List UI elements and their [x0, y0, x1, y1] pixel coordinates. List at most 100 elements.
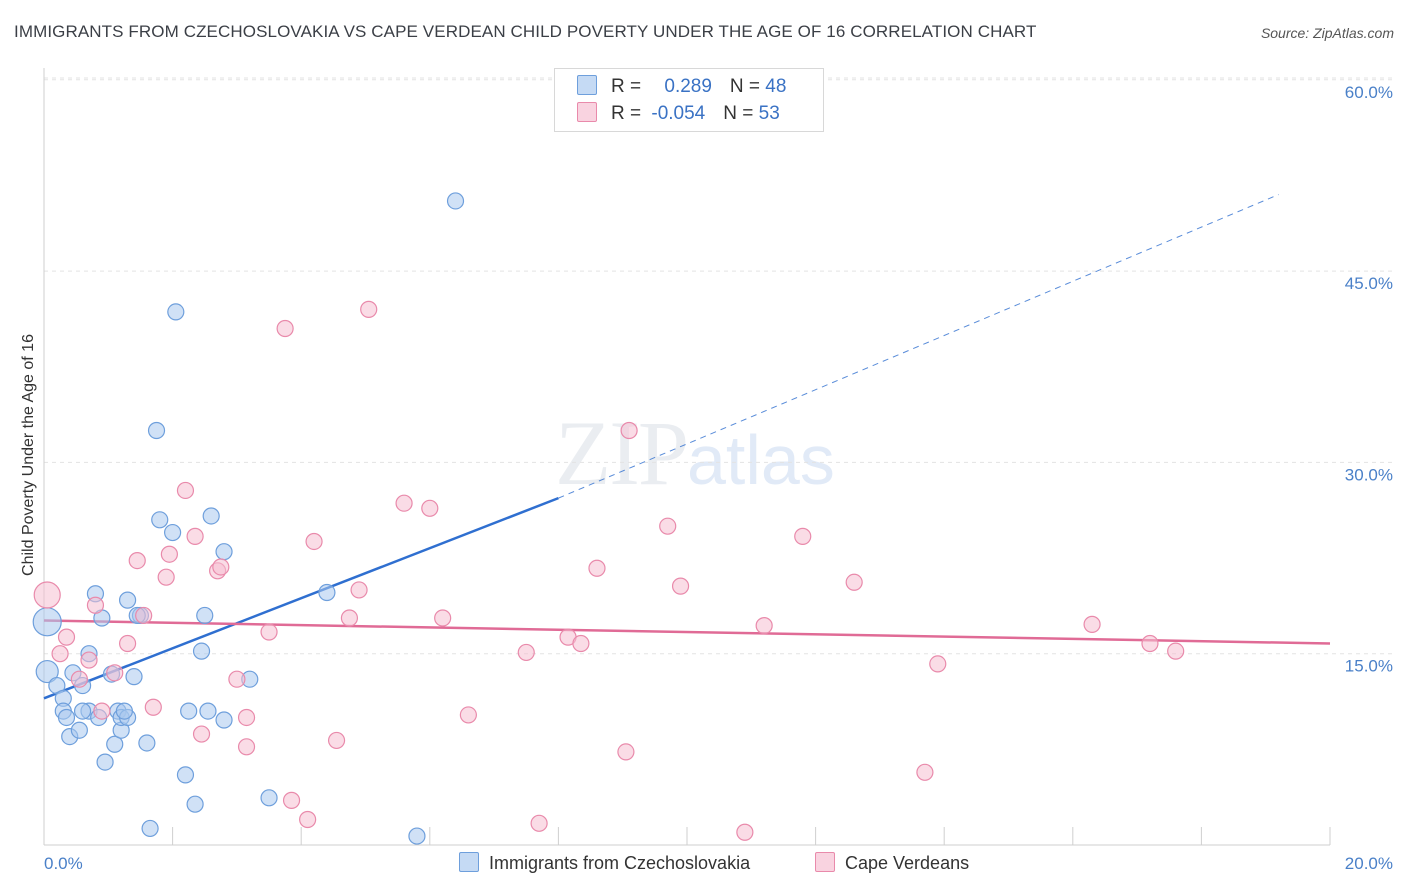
legend-swatch-pink	[815, 852, 835, 872]
point-cape-verdean	[340, 609, 359, 627]
point-cape-verdean	[86, 596, 105, 614]
point-cape-verdean	[106, 664, 124, 682]
point-czechoslovakia	[106, 735, 124, 753]
trend-line-cape-verdean	[43, 619, 1331, 645]
legend-n-label: N =	[729, 76, 766, 97]
point-cape-verdean	[327, 731, 346, 750]
point-cape-verdean	[845, 573, 863, 591]
point-czechoslovakia	[196, 606, 214, 625]
point-cape-verdean	[620, 421, 638, 440]
y-tick-label: 60.0%	[1345, 83, 1393, 102]
point-czechoslovakia	[125, 668, 143, 686]
point-cape-verdean	[617, 743, 635, 761]
y-tick-label: 30.0%	[1345, 465, 1393, 484]
point-cape-verdean	[1167, 642, 1185, 660]
point-cape-verdean	[1083, 615, 1101, 633]
point-cape-verdean	[736, 823, 754, 841]
legend-swatch-pink	[577, 102, 597, 122]
point-cape-verdean	[305, 532, 323, 551]
point-cape-verdean	[212, 558, 230, 576]
legend-series-name: Immigrants from Czechoslovakia	[489, 853, 751, 873]
point-czechoslovakia	[35, 659, 59, 684]
point-czechoslovakia	[202, 507, 220, 525]
legend-item-czechoslovakia: Immigrants from Czechoslovakia	[459, 852, 750, 874]
point-czechoslovakia	[167, 303, 185, 321]
point-cape-verdean	[118, 634, 137, 653]
point-cape-verdean	[260, 623, 278, 641]
point-cape-verdean	[51, 645, 69, 663]
point-cape-verdean	[1141, 634, 1159, 653]
point-czechoslovakia	[118, 591, 137, 609]
point-cape-verdean	[160, 545, 178, 563]
point-czechoslovakia	[32, 607, 62, 637]
point-czechoslovakia	[199, 702, 217, 720]
point-cape-verdean	[588, 559, 606, 577]
point-cape-verdean	[794, 527, 812, 545]
point-cape-verdean	[57, 628, 76, 646]
point-czechoslovakia	[96, 753, 114, 771]
correlation-legend: R = 0.289 N = 48 R = -0.054 N = 53	[554, 68, 824, 132]
y-tick-label: 45.0%	[1345, 274, 1393, 293]
x-tick-label: 0.0%	[44, 854, 83, 873]
point-cape-verdean	[93, 702, 111, 720]
point-cape-verdean	[157, 568, 175, 586]
point-czechoslovakia	[151, 511, 169, 529]
point-cape-verdean	[755, 617, 773, 635]
point-czechoslovakia	[215, 543, 233, 561]
point-cape-verdean	[228, 670, 246, 688]
point-cape-verdean	[299, 810, 317, 829]
legend-swatch-blue	[459, 852, 479, 872]
point-czechoslovakia	[215, 711, 233, 729]
point-cape-verdean	[176, 481, 195, 500]
legend-n-label: N =	[723, 103, 759, 124]
point-czechoslovakia	[138, 734, 156, 752]
point-czechoslovakia	[260, 789, 278, 807]
point-czechoslovakia	[164, 523, 182, 542]
point-cape-verdean	[70, 670, 88, 688]
point-cape-verdean	[144, 698, 162, 716]
point-cape-verdean	[135, 606, 153, 625]
legend-r-value: -0.054	[651, 103, 706, 124]
point-czechoslovakia	[70, 721, 88, 739]
chart-source: Source: ZipAtlas.com	[1260, 25, 1394, 41]
legend-n-value: 48	[765, 76, 787, 97]
point-cape-verdean	[459, 706, 477, 724]
point-czechoslovakia	[73, 702, 92, 720]
point-cape-verdean	[572, 634, 590, 653]
point-czechoslovakia	[192, 642, 211, 660]
point-cape-verdean	[350, 581, 368, 599]
legend-row-cape-verdeans: R = -0.054 N = 53	[577, 102, 780, 124]
point-cape-verdean	[192, 725, 211, 743]
axes	[43, 68, 1331, 846]
point-cape-verdean	[434, 609, 452, 627]
point-cape-verdean	[237, 738, 256, 756]
point-czechoslovakia	[408, 827, 426, 845]
point-czechoslovakia	[446, 192, 465, 210]
legend-item-cape-verdeans: Cape Verdeans	[815, 852, 969, 874]
chart-title: IMMIGRANTS FROM CZECHOSLOVAKIA VS CAPE V…	[14, 22, 1037, 41]
point-cape-verdean	[395, 494, 413, 512]
point-czechoslovakia	[176, 766, 195, 784]
x-tick-label: 20.0%	[1345, 854, 1393, 873]
legend-r-value: 0.289	[664, 76, 712, 97]
point-cape-verdean	[237, 708, 256, 727]
point-cape-verdean	[276, 319, 294, 338]
y-axis-label: Child Poverty Under the Age of 16	[20, 334, 37, 576]
data-points	[32, 192, 1185, 845]
trend-extension-czechoslovakia	[558, 194, 1279, 499]
point-cape-verdean	[929, 655, 947, 673]
legend-r-label: R =	[611, 76, 647, 97]
point-cape-verdean	[916, 763, 934, 781]
point-cape-verdean	[530, 814, 548, 832]
point-czechoslovakia	[147, 421, 166, 440]
trend-line-czechoslovakia	[43, 496, 559, 700]
point-cape-verdean	[360, 300, 378, 318]
point-cape-verdean	[33, 581, 61, 609]
point-cape-verdean	[659, 517, 677, 535]
trend-lines	[43, 194, 1331, 700]
tick-labels: 15.0% 30.0% 45.0% 60.0% 0.0% 20.0%	[44, 83, 1393, 873]
point-czechoslovakia	[186, 795, 204, 813]
point-cape-verdean	[517, 643, 535, 662]
point-cape-verdean	[128, 552, 146, 570]
